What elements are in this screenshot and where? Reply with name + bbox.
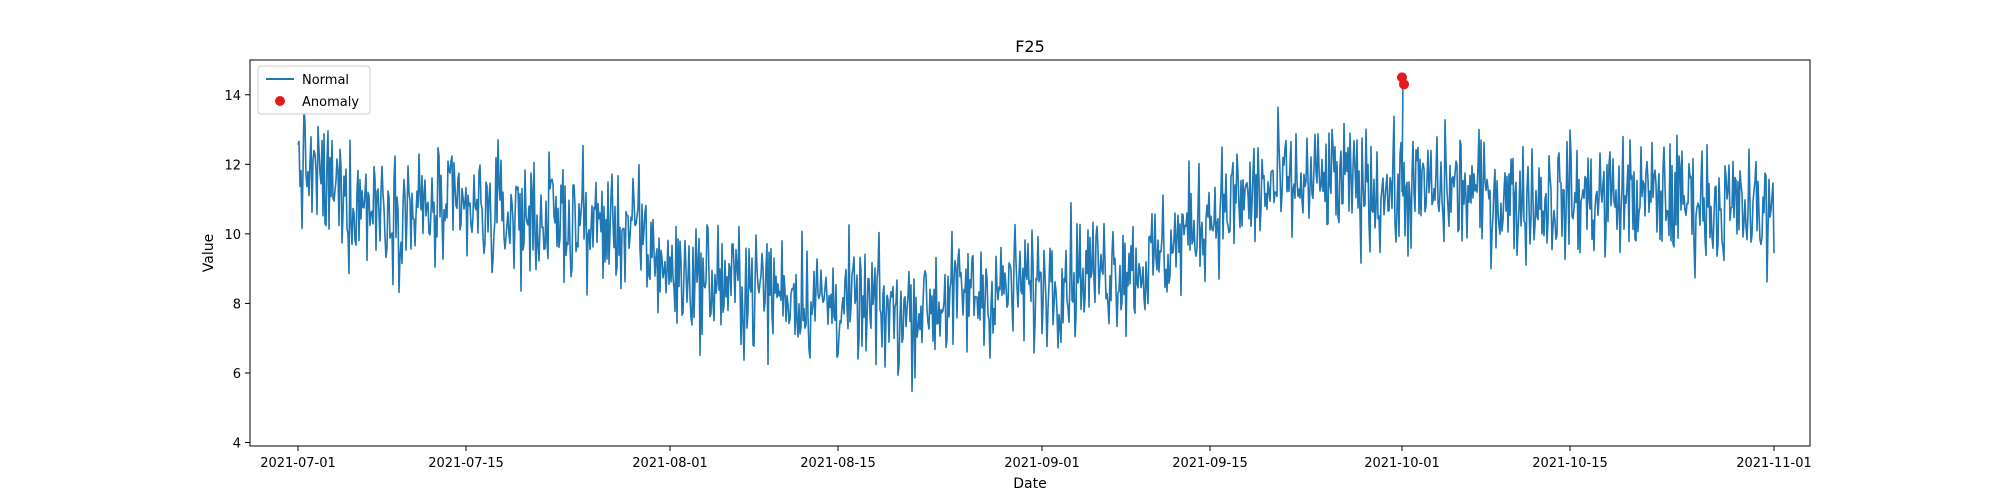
x-tick-label: 2021-11-01 xyxy=(1736,456,1812,471)
x-axis-label: Date xyxy=(1013,476,1046,492)
x-tick-label: 2021-10-01 xyxy=(1364,456,1440,471)
y-tick-label: 12 xyxy=(224,158,241,173)
normal-series-line xyxy=(297,106,1775,393)
y-tick-label: 4 xyxy=(233,437,241,452)
x-tick-label: 2021-08-01 xyxy=(632,456,708,471)
chart-title: F25 xyxy=(1015,37,1045,56)
x-axis: 2021-07-01 2021-07-15 2021-08-01 2021-08-15… xyxy=(260,446,1812,471)
plot-frame xyxy=(249,59,1811,447)
x-tick-label: 2021-09-15 xyxy=(1172,456,1248,471)
legend: Normal Anomaly xyxy=(257,65,371,115)
anomaly-point xyxy=(1399,79,1409,90)
legend-anomaly-swatch xyxy=(275,96,285,106)
legend-normal-label: Normal xyxy=(302,73,349,88)
y-axis: 4 6 8 10 12 14 xyxy=(224,89,250,452)
x-tick-label: 2021-10-15 xyxy=(1532,456,1608,471)
normal-series-spike xyxy=(1401,77,1404,193)
y-axis-label: Value xyxy=(201,234,217,272)
y-tick-label: 6 xyxy=(233,367,241,382)
legend-anomaly-label: Anomaly xyxy=(302,95,359,110)
x-tick-label: 2021-09-01 xyxy=(1004,456,1080,471)
y-tick-label: 10 xyxy=(224,228,241,243)
anomaly-layer xyxy=(1397,72,1409,90)
y-tick-label: 8 xyxy=(233,297,241,312)
x-tick-label: 2021-07-01 xyxy=(260,456,336,471)
series-layer xyxy=(297,77,1775,393)
x-tick-label: 2021-07-15 xyxy=(428,456,504,471)
x-tick-label: 2021-08-15 xyxy=(800,456,876,471)
y-tick-label: 14 xyxy=(224,89,241,104)
